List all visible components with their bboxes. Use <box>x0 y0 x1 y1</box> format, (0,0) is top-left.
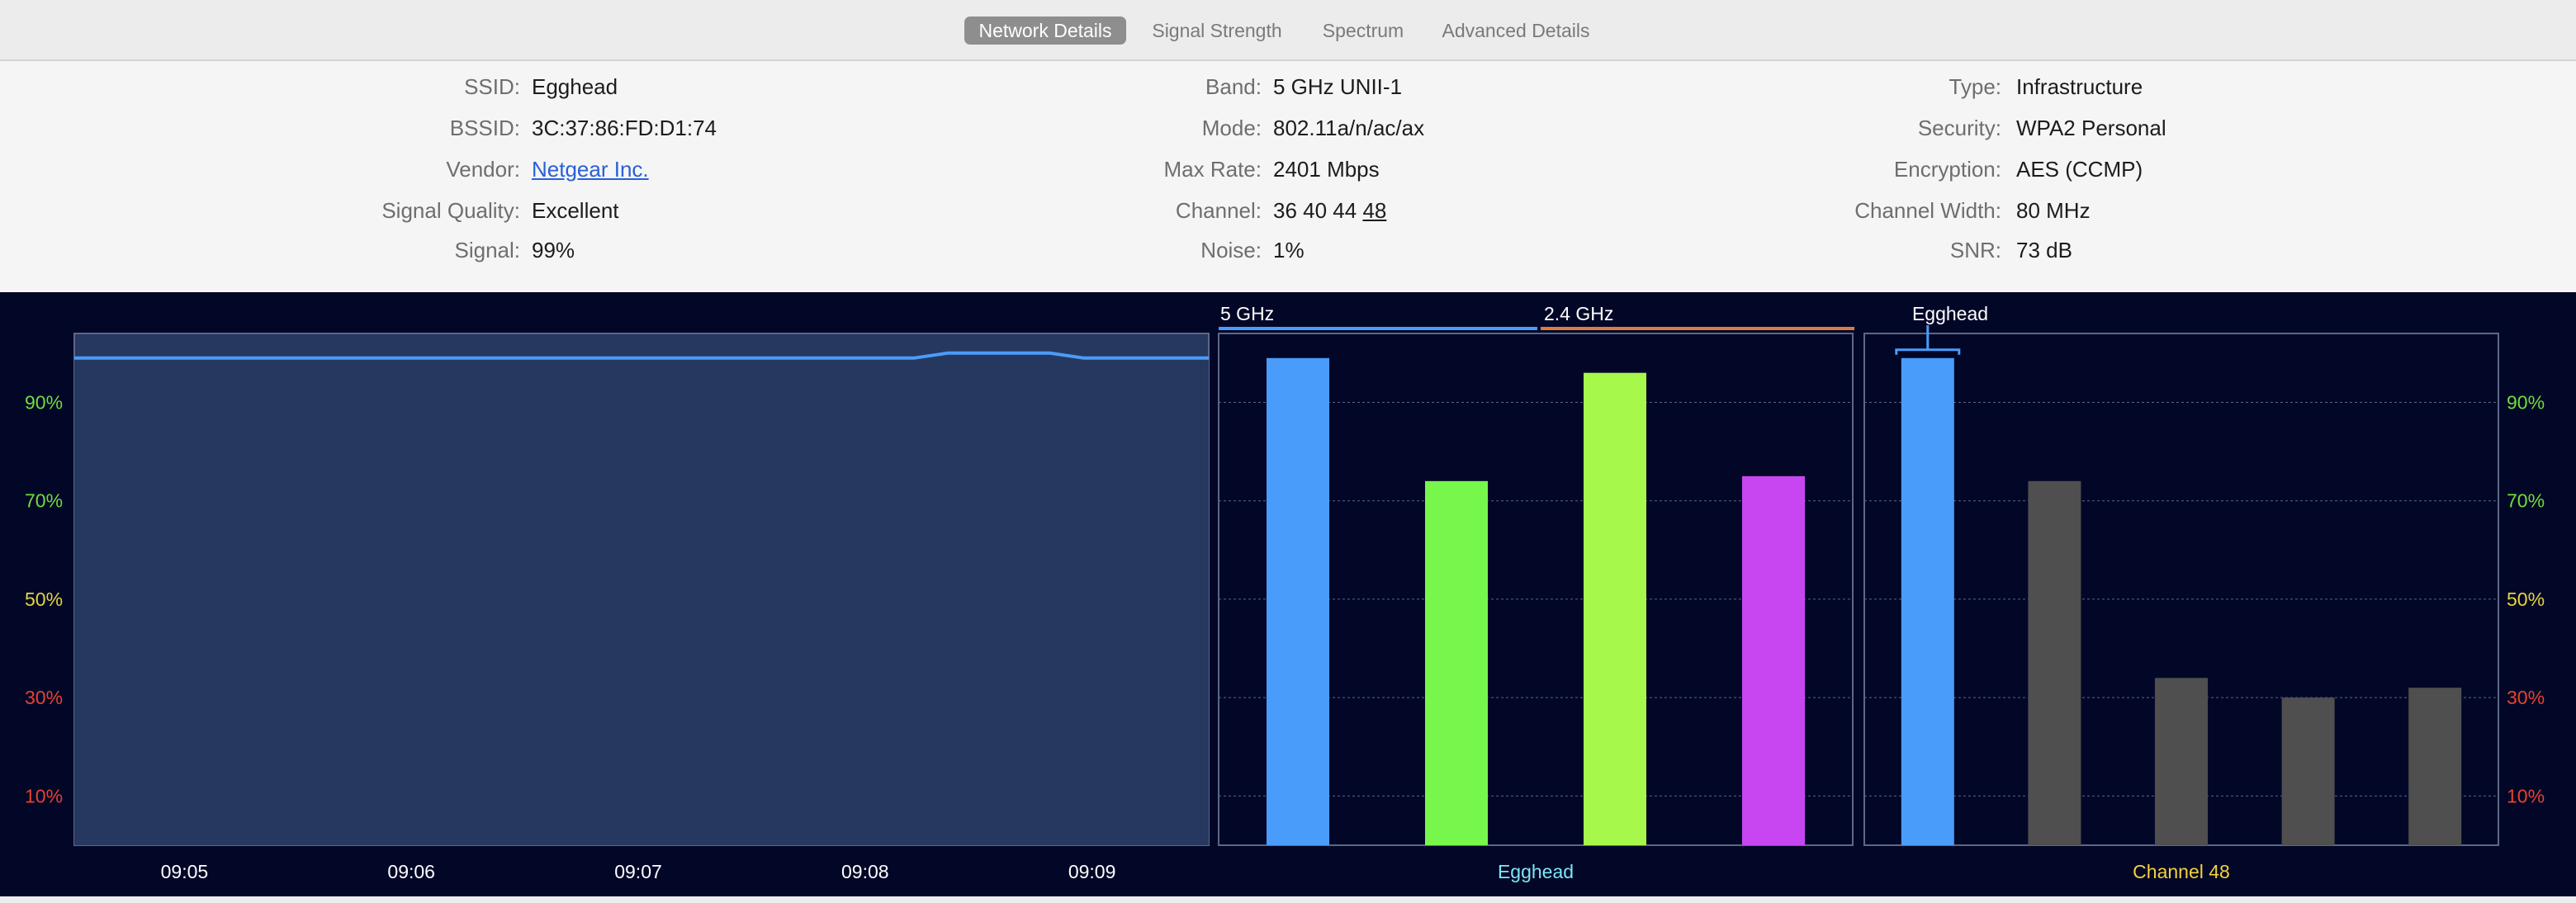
ssid-label: SSID: <box>464 74 520 99</box>
band-5ghz-label: 5 GHz <box>1220 303 1274 324</box>
history-y-tick: 70% <box>25 490 63 512</box>
ssid-value: Egghead <box>532 74 618 99</box>
history-x-tick: 09:05 <box>161 861 209 882</box>
mode-label: Mode: <box>1201 116 1262 140</box>
history-y-tick: 90% <box>25 391 63 413</box>
signal-quality-value: Excellent <box>532 198 619 223</box>
max-rate-value: 2401 Mbps <box>1273 157 1380 182</box>
channel-y-tick: 30% <box>2507 687 2545 708</box>
tab-bar: Network Details Signal Strength Spectrum… <box>0 0 2576 61</box>
snr-label: SNR: <box>1949 238 2001 262</box>
security-value: WPA2 Personal <box>2016 116 2166 140</box>
band-24ghz-label: 2.4 GHz <box>1544 303 1613 324</box>
security-label: Security: <box>1917 116 2001 140</box>
channel-bar <box>1901 357 1954 845</box>
signal-label: Signal: <box>454 238 521 262</box>
channel-y-tick: 70% <box>2507 490 2545 512</box>
bssid-value: 3C:37:86:FD:D1:74 <box>532 116 717 140</box>
signal-value: 99% <box>532 238 575 262</box>
band-bar-chart: 5 GHz 2.4 GHz Egghead <box>1218 303 1854 882</box>
history-y-tick: 30% <box>25 687 63 708</box>
band-bar <box>1425 480 1488 845</box>
signal-history-chart: 90% 70% 50% 30% 10% 09:05 09:06 09:07 09:08 09:0… <box>25 333 1210 882</box>
bottom-strip <box>0 896 2576 903</box>
bssid-label: BSSID: <box>449 116 520 140</box>
tab-network-details[interactable]: Network Details <box>964 17 1126 45</box>
channel-y-tick: 50% <box>2507 589 2545 610</box>
channel-list: 36 40 44 <box>1273 198 1363 223</box>
history-y-tick: 50% <box>25 589 63 610</box>
vendor-link[interactable]: Netgear Inc. <box>532 157 649 182</box>
history-x-tick: 09:07 <box>614 861 662 882</box>
channel-value: 36 40 44 48 <box>1273 198 1386 224</box>
channel-y-tick: 10% <box>2507 785 2545 806</box>
tab-advanced-details[interactable]: Advanced Details <box>1442 20 1590 41</box>
channel-primary: 48 <box>1362 198 1387 223</box>
band-bar <box>1267 357 1329 845</box>
max-rate-label: Max Rate: <box>1163 157 1262 182</box>
band-value: 5 GHz UNII-1 <box>1273 74 1403 99</box>
history-x-tick: 09:06 <box>387 861 435 882</box>
snr-value: 73 dB <box>2016 238 2072 262</box>
type-value: Infrastructure <box>2016 74 2143 99</box>
signal-quality-label: Signal Quality: <box>381 198 520 223</box>
band-bar <box>1742 475 1805 845</box>
noise-label: Noise: <box>1200 238 1262 262</box>
channel-bar <box>2408 688 2462 845</box>
channel-width-label: Channel Width: <box>1854 198 2001 223</box>
highlight-network-label: Egghead <box>1912 303 1988 324</box>
channel-bar <box>2028 480 2081 845</box>
band-plot-frame <box>1218 333 1854 846</box>
highlight-bracket-path <box>1895 325 1961 355</box>
band-chart-xlabel: Egghead <box>1498 861 1574 882</box>
history-y-tick: 10% <box>25 785 63 806</box>
band-label: Band: <box>1205 74 1262 99</box>
encryption-label: Encryption: <box>1893 157 2001 182</box>
channel-chart-xlabel: Channel 48 <box>2133 861 2230 882</box>
vendor-label: Vendor: <box>446 157 520 182</box>
channel-bar <box>2155 678 2208 845</box>
channel-width-value: 80 MHz <box>2016 198 2091 223</box>
band-bar <box>1584 372 1646 845</box>
history-area-fill <box>74 352 1209 845</box>
channel-y-tick: 90% <box>2507 391 2545 413</box>
mode-value: 802.11a/n/ac/ax <box>1273 116 1425 140</box>
noise-value: 1% <box>1273 238 1305 262</box>
graphs-panel: 90% 70% 50% 30% 10% 09:05 09:06 09:07 09:08 09:0… <box>0 292 2576 896</box>
history-series-line <box>74 351 1209 360</box>
signal-graphs: 90% 70% 50% 30% 10% 09:05 09:06 09:07 09:08 09:0… <box>25 303 2545 882</box>
encryption-value: AES (CCMP) <box>2016 157 2143 182</box>
network-details-panel: SSID: Egghead BSSID: 3C:37:86:FD:D1:74 V… <box>0 61 2576 292</box>
highlight-bracket <box>1895 325 1961 355</box>
history-x-tick: 09:08 <box>841 861 889 882</box>
tab-spectrum[interactable]: Spectrum <box>1322 20 1404 41</box>
history-x-tick: 09:09 <box>1068 861 1116 882</box>
channel-bar <box>2281 697 2335 845</box>
channel-label: Channel: <box>1175 198 1262 223</box>
tab-signal-strength[interactable]: Signal Strength <box>1152 20 1282 41</box>
type-label: Type: <box>1949 74 2001 99</box>
channel-bar-chart: Egghead 90% 70% 50% 30% 10% Channel 48 <box>1863 303 2545 882</box>
